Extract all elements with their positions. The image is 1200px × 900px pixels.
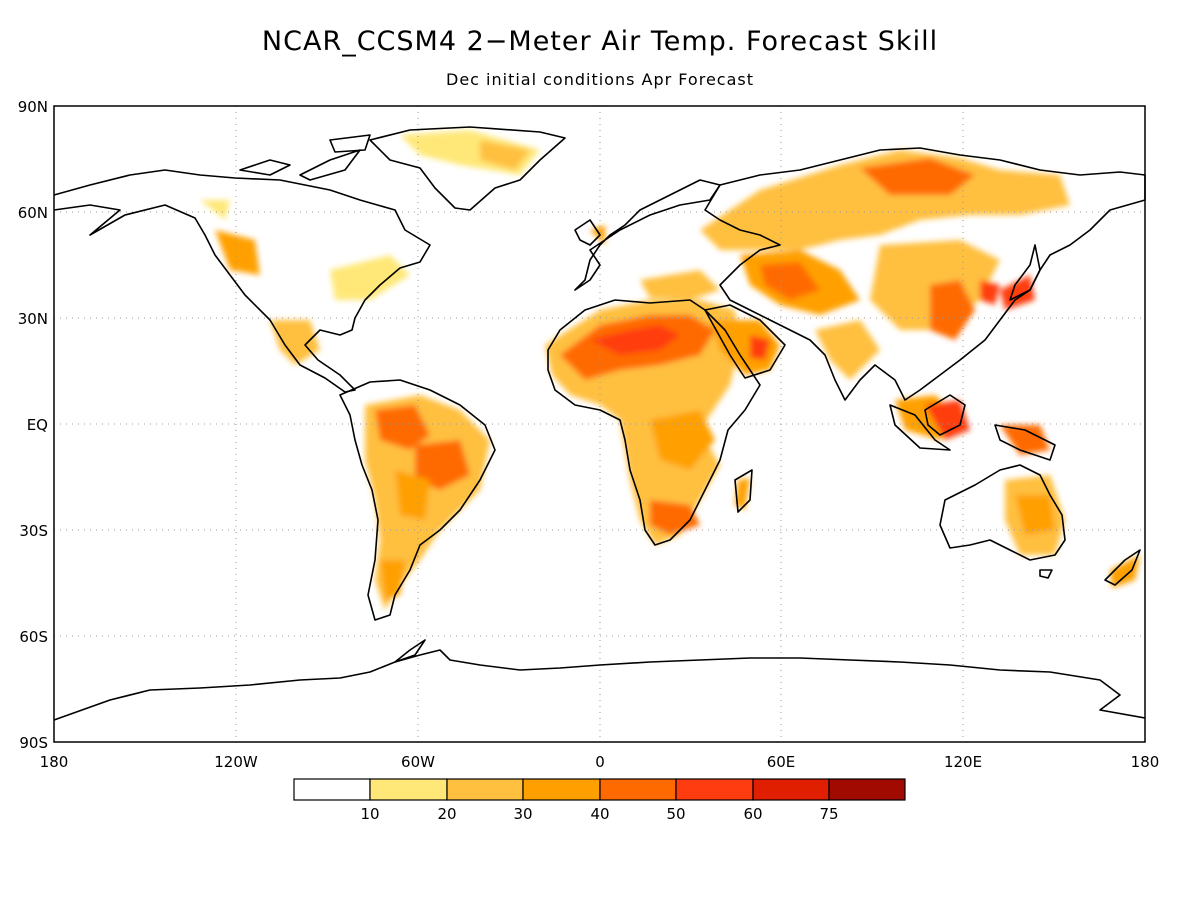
lat-labels: 90N 60N 30N EQ 30S 60S 90S bbox=[18, 98, 48, 752]
lat-label-90n: 90N bbox=[18, 98, 48, 116]
shade-asia bbox=[700, 150, 1070, 250]
lon-label-120e: 120E bbox=[944, 753, 982, 771]
legend-box-0 bbox=[293, 778, 371, 801]
lon-labels: 180 120W 60W 0 60E 120E 180 bbox=[40, 753, 1160, 771]
coast-north-america bbox=[53, 169, 431, 393]
legend-box-5 bbox=[675, 778, 754, 801]
lon-label-120w: 120W bbox=[214, 753, 258, 771]
map-subtitle: Dec initial conditions Apr Forecast bbox=[446, 70, 754, 89]
lon-label-0: 0 bbox=[595, 753, 605, 771]
lat-label-30s: 30S bbox=[19, 522, 48, 540]
legend-label-60: 60 bbox=[743, 805, 762, 823]
legend-box-3 bbox=[522, 778, 601, 801]
coast-arabia bbox=[704, 304, 786, 379]
skill-shading bbox=[200, 130, 1140, 610]
legend-box-6 bbox=[752, 778, 830, 801]
legend-label-30: 30 bbox=[513, 805, 532, 823]
coast-japan bbox=[1009, 244, 1041, 301]
coast-arctic-islands bbox=[239, 134, 371, 181]
gridlines bbox=[54, 106, 1145, 742]
coast-africa bbox=[547, 299, 761, 546]
coast-australia bbox=[939, 464, 1066, 579]
lon-label-180e: 180 bbox=[1131, 753, 1160, 771]
coast-new-zealand bbox=[1104, 549, 1141, 586]
coast-indonesia bbox=[889, 394, 1056, 461]
legend-label-40: 40 bbox=[590, 805, 609, 823]
lat-label-eq: EQ bbox=[27, 416, 48, 434]
coast-antarctica bbox=[53, 649, 1146, 721]
lon-label-60e: 60E bbox=[767, 753, 796, 771]
color-legend: 10 20 30 40 50 60 75 bbox=[293, 778, 906, 823]
lon-label-180w: 180 bbox=[40, 753, 69, 771]
legend-label-20: 20 bbox=[437, 805, 456, 823]
coast-eurasia bbox=[704, 147, 1146, 401]
coast-greenland bbox=[369, 126, 566, 211]
legend-label-50: 50 bbox=[666, 805, 685, 823]
legend-box-4 bbox=[599, 778, 677, 801]
coast-antarctic-peninsula bbox=[394, 639, 426, 663]
lat-label-60n: 60N bbox=[18, 204, 48, 222]
legend-box-7 bbox=[828, 778, 906, 801]
coast-europe bbox=[574, 179, 721, 291]
legend-box-1 bbox=[369, 778, 448, 801]
legend-label-10: 10 bbox=[360, 805, 379, 823]
lon-label-60w: 60W bbox=[401, 753, 435, 771]
coast-south-america bbox=[339, 379, 496, 621]
legend-box-2 bbox=[446, 778, 524, 801]
coastlines bbox=[53, 126, 1146, 721]
legend-label-75: 75 bbox=[819, 805, 838, 823]
map-title: NCAR_CCSM4 2−Meter Air Temp. Forecast Sk… bbox=[261, 26, 939, 57]
lat-label-60s: 60S bbox=[19, 628, 48, 646]
map-frame bbox=[53, 105, 1146, 743]
coast-madagascar bbox=[734, 469, 753, 513]
lat-label-30n: 30N bbox=[18, 310, 48, 328]
lat-label-90s: 90S bbox=[19, 734, 48, 752]
